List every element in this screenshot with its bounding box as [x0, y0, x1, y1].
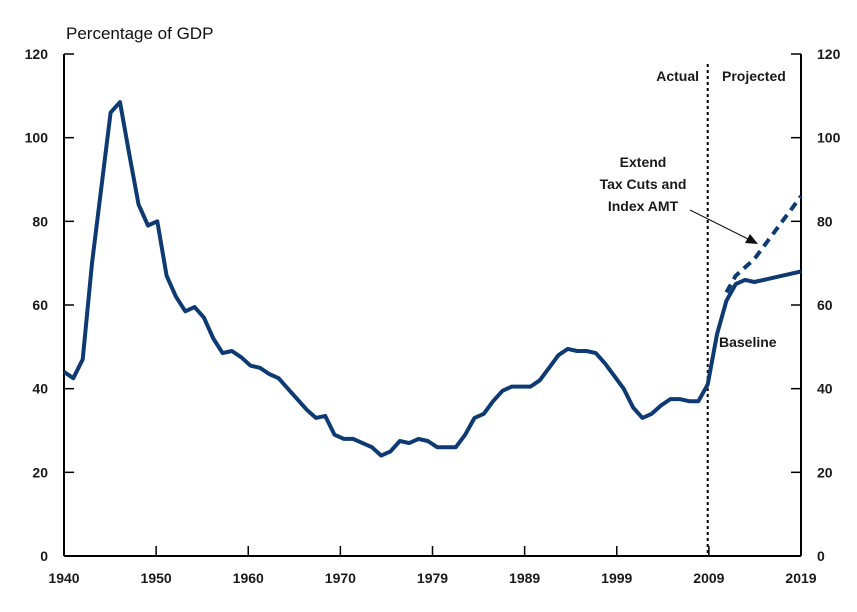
y-tick-label-left: 80: [32, 213, 48, 229]
baseline-label: Baseline: [719, 334, 777, 350]
x-tick-label: 1940: [48, 570, 79, 586]
y-tick-label-left: 20: [32, 464, 48, 480]
x-tick-label: 1960: [233, 570, 264, 586]
projected-label: Projected: [722, 68, 786, 84]
y-tick-label-right: 60: [817, 297, 833, 313]
y-tick-label-right: 80: [817, 213, 833, 229]
y-tick-label-left: 60: [32, 297, 48, 313]
chart-title: Percentage of GDP: [66, 24, 213, 43]
baseline-line: [64, 102, 801, 456]
x-tick-label: 1970: [325, 570, 356, 586]
y-tick-label-left: 100: [25, 130, 49, 146]
x-tick-label: 1979: [417, 570, 448, 586]
x-tick-label: 1999: [601, 570, 632, 586]
y-tick-label-right: 100: [817, 130, 841, 146]
annotation-line-3: Index AMT: [608, 198, 679, 214]
y-tick-label-right: 40: [817, 381, 833, 397]
y-tick-label-left: 40: [32, 381, 48, 397]
y-tick-label-right: 120: [817, 46, 841, 62]
x-tick-label: 2019: [785, 570, 816, 586]
x-tick-label: 2009: [693, 570, 724, 586]
x-tick-label: 1950: [141, 570, 172, 586]
y-tick-label-right: 0: [817, 548, 825, 564]
annotation-arrow: [690, 210, 752, 241]
annotation-line-2: Tax Cuts and: [600, 176, 687, 192]
actual-label: Actual: [656, 68, 699, 84]
x-tick-label: 1989: [509, 570, 540, 586]
y-tick-label-right: 20: [817, 464, 833, 480]
y-tick-label-left: 0: [40, 548, 48, 564]
annotation-line-1: Extend: [620, 154, 667, 170]
y-tick-label-left: 120: [25, 46, 49, 62]
